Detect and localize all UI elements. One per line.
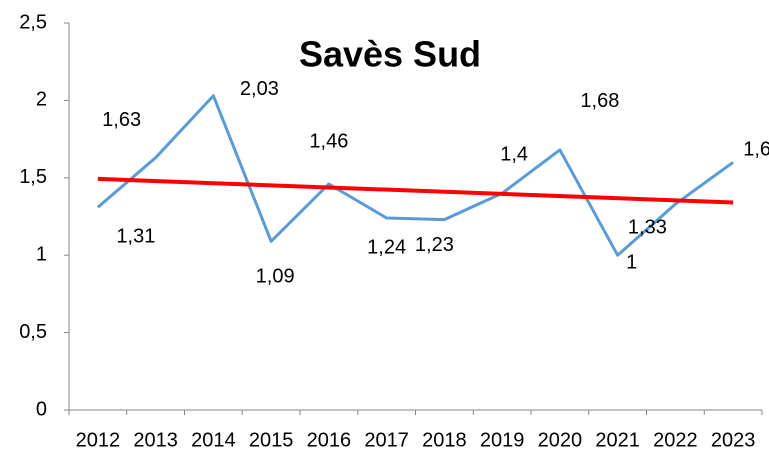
x-tick-label: 2022 — [653, 429, 698, 450]
data-label: 1 — [626, 251, 637, 273]
x-tick-label: 2013 — [133, 429, 178, 450]
data-label: 1,6 — [743, 139, 769, 161]
trendline — [97, 176, 734, 205]
y-tick-label: 2 — [36, 89, 47, 111]
data-line — [96, 94, 735, 257]
x-tick-label: 2020 — [538, 429, 583, 450]
y-tick-label: 0,5 — [19, 321, 47, 343]
data-label: 1,63 — [102, 109, 141, 131]
data-label: 1,23 — [415, 234, 454, 256]
x-tick-label: 2016 — [307, 429, 352, 450]
x-tick-label: 2021 — [595, 429, 640, 450]
data-label: 1,24 — [367, 236, 406, 258]
data-label: 1,68 — [580, 90, 619, 112]
data-label: 1,4 — [500, 144, 528, 166]
data-label: 1,46 — [309, 130, 348, 152]
x-tick-label: 2015 — [249, 429, 294, 450]
x-tick-label: 2012 — [76, 429, 121, 450]
x-tick-label: 2018 — [422, 429, 467, 450]
y-tick-label: 1,5 — [19, 166, 47, 188]
x-tick-label: 2017 — [364, 429, 409, 450]
x-tick-label: 2023 — [711, 429, 756, 450]
x-tick-label: 2019 — [480, 429, 525, 450]
chart-title: Savès Sud — [299, 34, 481, 75]
y-tick-label: 0 — [36, 398, 47, 420]
y-tick-label: 2,5 — [19, 11, 47, 33]
data-label: 2,03 — [240, 78, 279, 100]
x-tick-label: 2014 — [191, 429, 236, 450]
data-label: 1,31 — [116, 225, 155, 247]
y-tick-label: 1 — [36, 243, 47, 265]
data-label: 1,33 — [628, 216, 667, 238]
data-label: 1,09 — [256, 266, 295, 288]
